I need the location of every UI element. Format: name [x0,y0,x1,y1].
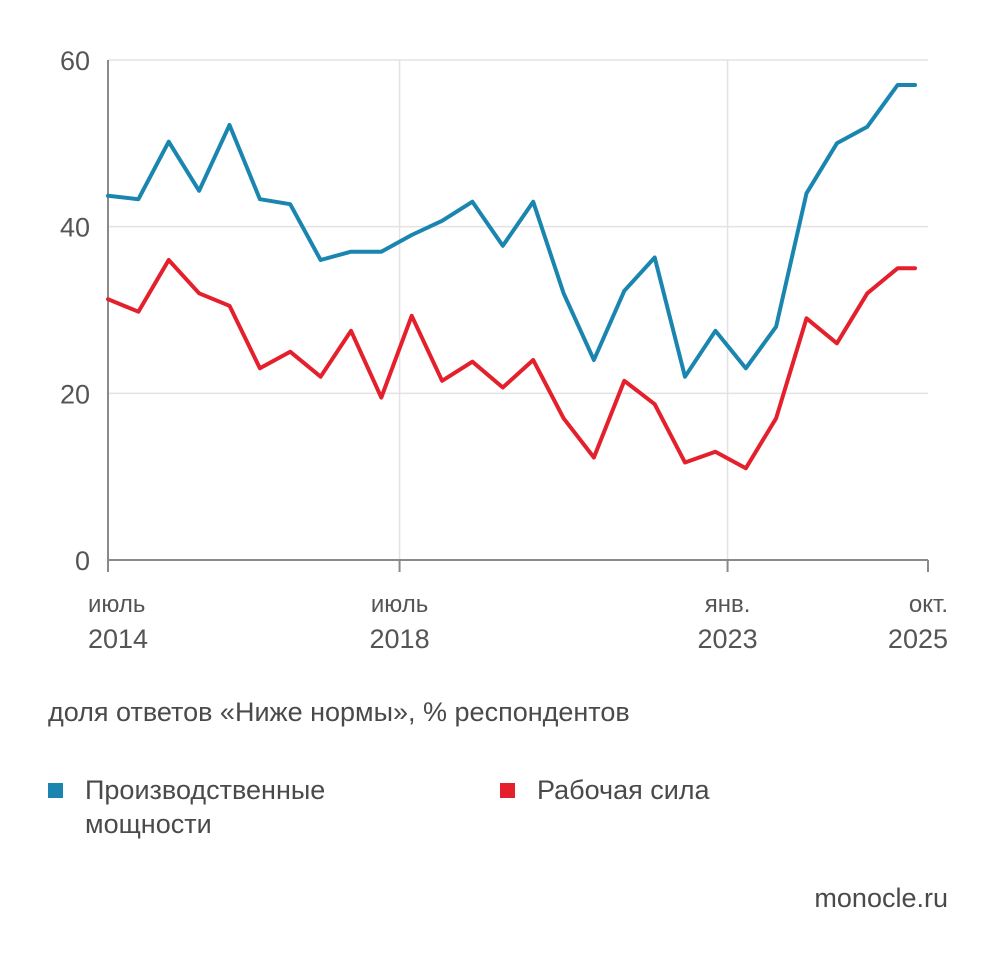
x-tick-label-line1: июль [88,591,145,618]
x-tick-label-line2: 2014 [88,624,148,654]
x-tick-label-line2: 2025 [888,624,948,654]
y-tick-label: 0 [75,546,90,576]
series-line-0 [106,83,917,379]
legend-swatch-production [48,783,63,798]
legend-label-labor: Рабочая сила [537,775,710,805]
series-lines [106,83,917,471]
x-tick-label-line2: 2023 [698,624,758,654]
legend-item-production: Производственные мощности [48,773,325,841]
y-tick-label: 40 [60,213,90,243]
y-tick-label: 20 [60,379,90,409]
grid-lines [108,59,928,560]
x-tick-label-line1: июль [371,591,428,618]
legend-swatch-labor [500,783,515,798]
y-tick-label: 60 [60,46,90,76]
x-tick-label-line2: 2018 [370,624,430,654]
x-tick-label-line1: окт. [909,591,948,618]
source-credit: monocle.ru [814,883,948,913]
legend-item-labor: Рабочая сила [500,773,710,807]
line-chart: 0 20 40 60 июль 2014 июль 2018 янв. 2023 окт. 2025 [60,46,948,654]
series-line-1 [106,258,917,471]
axis-caption: доля ответов «Ниже нормы», % респонденто… [48,697,630,727]
x-tick-label-line1: янв. [705,591,751,618]
tick-labels: 0 20 40 60 июль 2014 июль 2018 янв. 2023 окт. 2025 [60,46,948,654]
axes [107,60,929,572]
legend-label-production: Производственные мощности [85,775,326,839]
